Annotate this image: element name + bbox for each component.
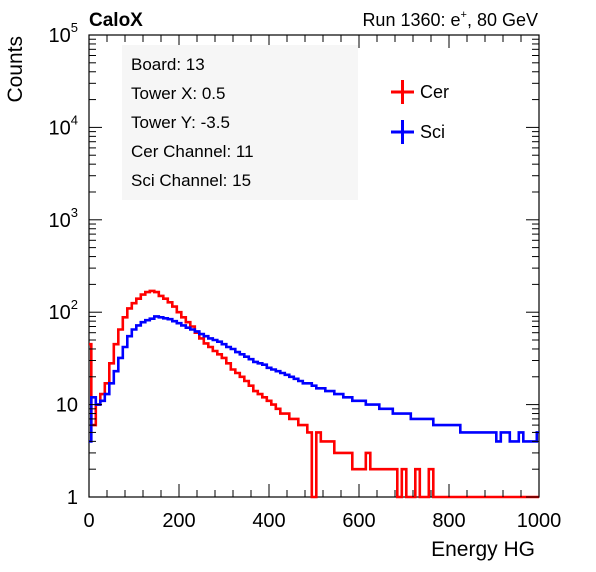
x-tick-label: 1000 [517, 510, 562, 532]
series-cer-line [89, 289, 539, 499]
info-line-tower-x: Tower X: 0.5 [131, 84, 226, 103]
y-tick-label: 104 [49, 112, 78, 139]
series-sci-line [89, 315, 539, 443]
y-tick-label: 10 [56, 395, 78, 417]
experiment-label: CaloX [89, 10, 143, 31]
axes-layer: 0 200 400 600 800 1000 1 10 102 103 104 105 [49, 20, 562, 532]
y-tick-label: 103 [49, 205, 78, 232]
x-tick-label: 400 [252, 510, 285, 532]
x-tick-label: 800 [432, 510, 465, 532]
info-box: Board: 13 Tower X: 0.5 Tower Y: -3.5 Cer… [122, 45, 358, 200]
legend: Cer Sci [391, 80, 449, 144]
x-axis-title: Energy HG [431, 538, 535, 561]
info-line-tower-y: Tower Y: -3.5 [131, 113, 230, 132]
y-tick-label: 102 [49, 297, 78, 324]
run-label: Run 1360: e+, 80 GeV [362, 9, 538, 30]
series-layer [89, 289, 539, 499]
info-line-sci-channel: Sci Channel: 15 [131, 171, 251, 190]
legend-cer-label: Cer [420, 82, 449, 102]
info-box-background [122, 45, 358, 200]
x-tick-label: 200 [162, 510, 195, 532]
y-axis-title: Counts [4, 36, 27, 103]
legend-entry-sci: Sci [391, 120, 445, 144]
legend-sci-label: Sci [420, 122, 445, 142]
y-tick-label: 1 [67, 487, 78, 509]
legend-entry-cer: Cer [391, 80, 449, 104]
x-tick-label: 0 [83, 510, 94, 532]
y-tick-label: 105 [49, 20, 78, 47]
info-line-cer-channel: Cer Channel: 11 [131, 142, 254, 161]
info-line-board: Board: 13 [131, 55, 205, 74]
x-tick-label: 600 [342, 510, 375, 532]
